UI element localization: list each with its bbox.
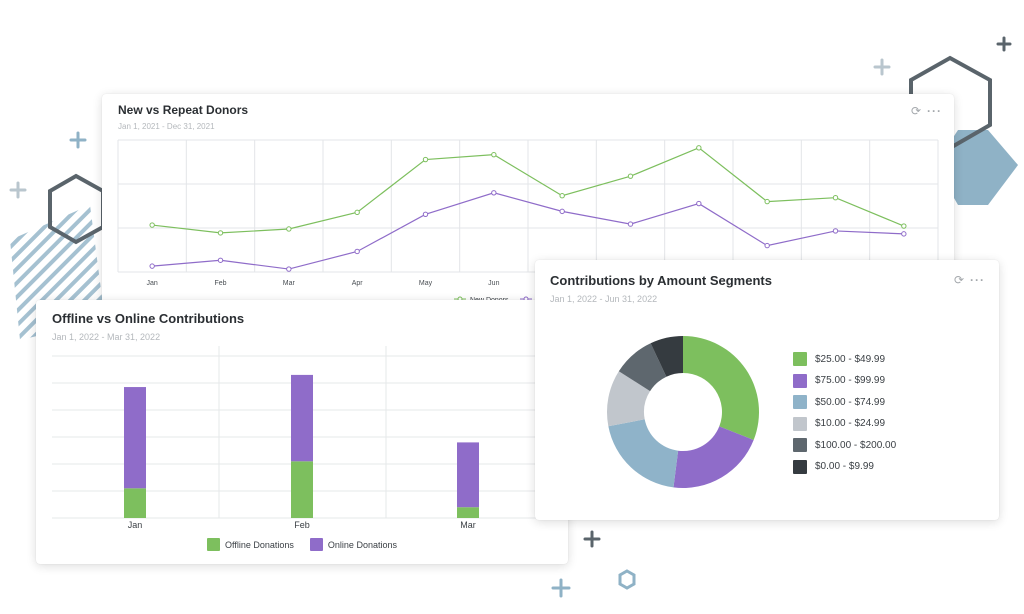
bar-segment [457, 442, 479, 508]
card-title: Offline vs Online Contributions [52, 311, 245, 326]
bar-segment [457, 507, 479, 518]
data-point [286, 266, 292, 272]
data-point [422, 211, 429, 218]
line-chart-card: New vs Repeat Donors Jan 1, 2021 - Dec 3… [102, 94, 954, 314]
x-tick-label: Apr [352, 280, 364, 287]
data-point [832, 194, 839, 201]
x-tick-label: Jan [147, 280, 158, 287]
data-point [149, 222, 155, 228]
legend-swatch [793, 459, 807, 474]
donut-legend: $25.00 - $49.99 $75.00 - $99.99 $50.00 - $… [793, 352, 993, 482]
legend-item[interactable]: $10.00 - $24.99 [793, 416, 886, 431]
legend-swatch [793, 416, 807, 431]
card-subtitle: Jan 1, 2022 - Jun 31, 2022 [550, 294, 658, 304]
plus-icon [996, 36, 1012, 52]
data-point [627, 173, 634, 179]
x-tick-label: May [419, 280, 433, 287]
data-point [286, 226, 292, 232]
legend-item[interactable]: $0.00 - $9.99 [793, 459, 874, 474]
plus-icon [873, 58, 891, 76]
x-tick-label: Jun [488, 280, 499, 287]
data-point [149, 263, 155, 269]
bar-segment [124, 488, 146, 518]
data-point [764, 198, 770, 205]
legend-label: $50.00 - $74.99 [815, 396, 886, 408]
data-point [422, 156, 429, 163]
hexagon-filled-icon [935, 130, 1018, 205]
data-point [627, 221, 634, 227]
data-point [354, 209, 360, 216]
series-line [152, 192, 904, 270]
data-point [354, 248, 360, 255]
x-tick-label: Mar [283, 280, 296, 287]
plus-icon [551, 578, 571, 598]
bar-chart-card: Offline vs Online Contributions Jan 1, 2… [36, 300, 568, 564]
legend-label: $100.00 - $200.00 [815, 439, 897, 451]
bar-segment [291, 374, 313, 462]
card-subtitle: Jan 1, 2022 - Mar 31, 2022 [52, 332, 161, 342]
legend-label: Offline Donations [225, 539, 294, 550]
legend-label: $25.00 - $49.99 [815, 353, 886, 365]
data-point [491, 151, 497, 158]
data-point [491, 190, 497, 196]
bar-segment [291, 461, 313, 518]
bar-legend: Offline Donations Online Donations [36, 538, 568, 551]
legend-swatch [309, 538, 323, 551]
donut-slice [618, 343, 667, 392]
series-line [152, 147, 905, 234]
data-point [559, 208, 565, 215]
x-tick-label: Jan [128, 520, 143, 530]
legend-label: $0.00 - $9.99 [815, 461, 874, 472]
donut-slice [608, 419, 679, 488]
data-point [901, 231, 907, 237]
x-tick-label: Mar [460, 520, 476, 530]
refresh-icon[interactable]: ⟳ [910, 104, 921, 118]
plus-icon [583, 530, 601, 548]
legend-swatch [793, 373, 807, 388]
legend-item-online[interactable]: Online Donations [309, 538, 397, 551]
data-point [559, 193, 565, 199]
donut-slice [673, 426, 754, 488]
card-toolbar: ⟳ ··· [911, 105, 942, 117]
legend-item[interactable]: $75.00 - $99.99 [793, 373, 886, 388]
data-point [901, 223, 907, 229]
card-title: Contributions by Amount Segments [550, 273, 772, 288]
legend-swatch [793, 352, 807, 366]
more-icon[interactable]: ··· [927, 104, 942, 118]
legend-item-offline[interactable]: Offline Donations [207, 538, 294, 551]
card-toolbar: ⟳ ··· [954, 274, 985, 286]
card-title: New vs Repeat Donors [118, 103, 249, 117]
legend-label: $10.00 - $24.99 [815, 418, 886, 429]
legend-item[interactable]: $100.00 - $200.00 [793, 438, 896, 452]
data-point [696, 200, 702, 207]
refresh-icon[interactable]: ⟳ [953, 273, 964, 287]
donut-slice [650, 336, 683, 377]
x-tick-label: Feb [214, 280, 226, 287]
donut-chart-card: Contributions by Amount Segments Jan 1, … [535, 260, 999, 520]
plus-icon [9, 181, 27, 199]
more-icon[interactable]: ··· [970, 273, 985, 287]
data-point [217, 230, 224, 236]
legend-item[interactable]: $50.00 - $74.99 [793, 395, 885, 409]
legend-item[interactable]: $25.00 - $49.99 [793, 352, 885, 366]
donut-slice [607, 371, 651, 427]
donut-chart [607, 336, 759, 488]
data-point [832, 228, 839, 234]
hexagon-outline-icon [618, 569, 636, 590]
x-tick-label: Feb [294, 520, 310, 530]
legend-label: Online Donations [327, 539, 397, 550]
stacked-bar-chart: Jan Feb Mar [52, 346, 568, 530]
bar-segment [124, 387, 146, 489]
data-point [696, 145, 702, 151]
legend-swatch [207, 538, 221, 551]
data-point [217, 257, 224, 263]
legend-swatch [793, 438, 807, 452]
plus-icon [69, 131, 87, 149]
legend-swatch [793, 395, 807, 409]
data-point [764, 242, 770, 249]
card-subtitle: Jan 1, 2021 - Dec 31, 2021 [118, 122, 215, 131]
donut-slice [683, 336, 759, 440]
legend-label: $75.00 - $99.99 [815, 375, 886, 386]
